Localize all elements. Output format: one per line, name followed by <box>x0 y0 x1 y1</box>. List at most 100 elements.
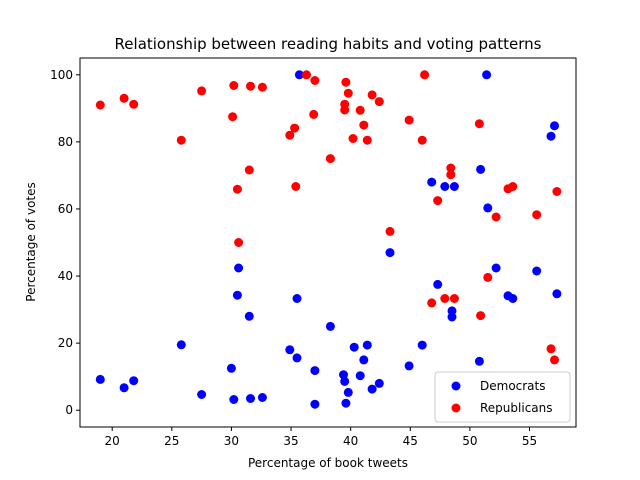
x-tick-label: 50 <box>462 434 477 448</box>
point-democrats <box>440 182 450 191</box>
point-democrats <box>508 294 518 303</box>
x-tick-label: 30 <box>224 434 239 448</box>
point-republicans <box>119 93 129 103</box>
point-democrats <box>343 387 353 397</box>
point-democrats <box>310 399 320 409</box>
point-republicans <box>291 182 301 191</box>
point-democrats <box>385 248 395 258</box>
point-democrats <box>95 374 105 384</box>
point-democrats <box>325 321 335 331</box>
point-republicans <box>433 196 443 206</box>
plot-frame <box>79 57 577 428</box>
point-republicans <box>343 88 353 98</box>
x-tick-label: 35 <box>283 434 298 448</box>
point-democrats <box>550 121 559 131</box>
point-democrats <box>234 263 244 273</box>
point-democrats <box>226 363 236 373</box>
y-tick-label: 60 <box>58 202 73 216</box>
legend-marker-republicans <box>451 403 461 413</box>
y-axis-ticks: 0 20 40 60 80 100 <box>50 68 80 417</box>
x-tick-label: 45 <box>403 434 418 448</box>
chart-title: Relationship between reading habits and … <box>115 35 542 53</box>
point-republicans <box>420 70 430 80</box>
point-republicans <box>285 130 295 140</box>
point-democrats <box>476 164 486 174</box>
points-layer <box>95 70 562 409</box>
point-republicans <box>341 77 351 87</box>
y-tick-label: 20 <box>58 336 73 350</box>
point-democrats <box>310 366 320 376</box>
point-democrats <box>417 340 427 350</box>
point-democrats <box>532 266 542 276</box>
point-republicans <box>355 105 365 115</box>
point-democrats <box>447 306 457 316</box>
point-republicans <box>290 123 300 133</box>
point-republicans <box>95 100 105 110</box>
point-republicans <box>552 187 562 196</box>
point-democrats <box>483 203 493 213</box>
point-democrats <box>294 70 304 80</box>
point-republicans <box>176 135 186 145</box>
y-axis-label: Percentage of votes <box>24 182 38 301</box>
point-democrats <box>129 376 139 386</box>
point-republicans <box>385 226 395 236</box>
point-democrats <box>433 279 443 289</box>
point-republicans <box>302 70 311 80</box>
point-democrats <box>292 294 302 303</box>
point-democrats <box>341 398 351 408</box>
x-tick-label: 40 <box>343 434 358 448</box>
point-democrats <box>474 356 484 366</box>
point-democrats <box>232 290 242 300</box>
point-democrats <box>546 131 556 141</box>
point-republicans <box>446 170 456 180</box>
point-republicans <box>325 154 335 164</box>
point-republicans <box>197 86 207 96</box>
x-axis-ticks: 20 25 30 35 40 45 50 55 <box>105 427 537 448</box>
point-republicans <box>483 272 493 282</box>
y-tick-label: 100 <box>50 68 73 82</box>
point-republicans <box>232 184 242 194</box>
point-democrats <box>355 371 365 381</box>
x-tick-label: 55 <box>522 434 537 448</box>
point-democrats <box>246 394 255 403</box>
point-republicans <box>244 165 254 175</box>
legend-box <box>434 371 571 423</box>
point-republicans <box>228 112 238 122</box>
point-democrats <box>119 383 129 393</box>
point-democrats <box>362 340 372 350</box>
legend-label-republicans: Republicans <box>480 401 553 415</box>
point-republicans <box>550 355 559 365</box>
point-republicans <box>234 238 244 247</box>
point-democrats <box>339 370 348 380</box>
point-republicans <box>374 97 384 107</box>
point-democrats <box>340 376 350 386</box>
y-tick-label: 80 <box>58 135 73 149</box>
y-tick-label: 40 <box>58 269 73 283</box>
legend-marker-democrats <box>451 381 461 391</box>
point-democrats <box>285 345 295 355</box>
point-republicans <box>246 81 255 91</box>
point-republicans <box>229 81 239 90</box>
point-democrats <box>197 390 207 399</box>
x-tick-label: 20 <box>105 434 120 448</box>
point-republicans <box>310 76 320 85</box>
point-republicans <box>404 115 414 125</box>
x-axis-label: Percentage of book tweets <box>248 456 408 470</box>
point-republicans <box>446 163 456 173</box>
point-republicans <box>348 134 358 143</box>
x-tick-label: 25 <box>164 434 179 448</box>
point-republicans <box>309 109 319 119</box>
y-tick-label: 0 <box>65 403 73 417</box>
point-republicans <box>362 135 372 145</box>
point-democrats <box>427 177 437 187</box>
point-republicans <box>508 182 518 191</box>
point-democrats <box>552 289 562 299</box>
point-republicans <box>129 99 139 109</box>
point-republicans <box>491 212 501 222</box>
point-republicans <box>474 119 484 129</box>
point-democrats <box>244 311 254 321</box>
legend-label-democrats: Democrats <box>480 379 546 393</box>
point-republicans <box>257 82 267 92</box>
point-democrats <box>367 384 377 394</box>
